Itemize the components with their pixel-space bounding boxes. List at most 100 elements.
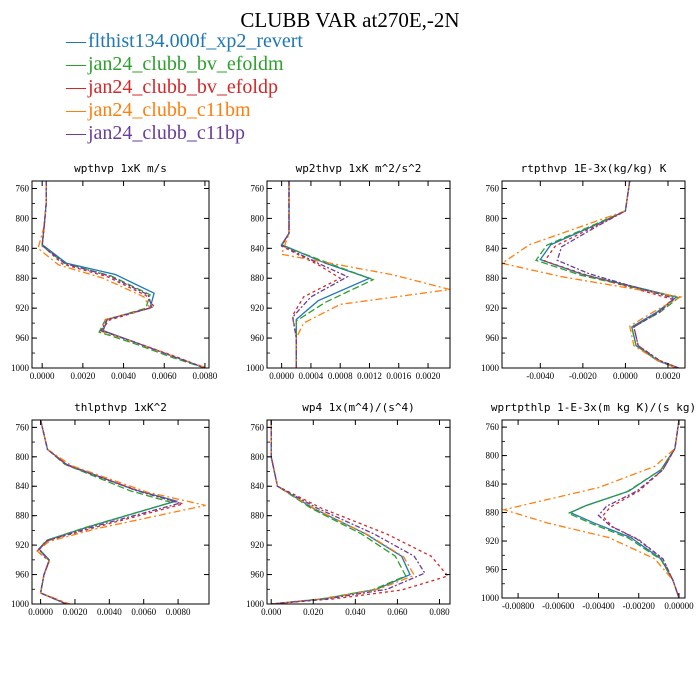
- y-tick-label: 840: [486, 479, 500, 489]
- y-tick-label: 1000: [246, 599, 265, 609]
- y-tick-label: 880: [16, 511, 30, 521]
- x-tick-label: 0.0016: [386, 371, 411, 381]
- legend-entry: — jan24_clubb_c11bp: [66, 122, 303, 145]
- y-tick-label: 880: [16, 273, 30, 283]
- plot-frame: [266, 419, 451, 605]
- y-tick-label: 880: [486, 273, 500, 283]
- chart-panel: wprtpthlp 1-E-3x(m kg K)/(s kg) 760 800 840…: [481, 401, 696, 611]
- series-line: [568, 420, 680, 598]
- series-line: [502, 420, 680, 598]
- chart-panel: thlpthvp 1xK^276080084088092096010000.00…: [11, 401, 210, 617]
- chart-panel: wp4 1x(m^4)/(s^4)76080084088092096010000…: [246, 401, 451, 617]
- series-line: [280, 181, 342, 368]
- main-title: CLUBB VAR at270E,-2N: [240, 8, 460, 32]
- series-line: [38, 420, 183, 604]
- y-tick-label: 880: [251, 511, 265, 521]
- panel-title: wprtpthlp 1-E-3x(m kg K)/(s kg): [491, 401, 696, 414]
- y-tick-label: 760: [486, 422, 500, 432]
- y-tick-label: 760: [16, 183, 30, 193]
- x-tick-label: 0.0080: [166, 607, 191, 617]
- legend-label: jan24_clubb_bv_efoldp: [88, 76, 278, 98]
- series-line: [597, 420, 680, 598]
- x-tick-label: 0.0004: [299, 371, 324, 381]
- series-line: [36, 420, 206, 604]
- series-line: [270, 420, 426, 604]
- series-line: [37, 181, 208, 368]
- y-tick-label: 840: [16, 481, 30, 491]
- series-line: [38, 420, 179, 604]
- y-tick-label: 1000: [481, 593, 500, 603]
- x-tick-label: 0.0060: [131, 607, 156, 617]
- y-tick-label: 1000: [11, 599, 30, 609]
- y-tick-label: 1000: [246, 363, 265, 373]
- series-line: [280, 181, 450, 368]
- chart-panel: wp2thvp 1xK m^2/s^2 760 800 840 880 920 960 100…: [246, 162, 451, 381]
- series-line: [270, 420, 407, 604]
- y-tick-label: 960: [16, 570, 30, 580]
- plot-frame: [31, 419, 210, 605]
- x-tick-label: 0.060: [387, 607, 408, 617]
- x-tick-label: 0.0040: [111, 371, 136, 381]
- x-tick-label: 0.040: [345, 607, 366, 617]
- y-tick-label: 920: [251, 540, 265, 550]
- series-line: [502, 181, 683, 368]
- panel-title: thlpthvp 1xK^2: [74, 401, 167, 414]
- y-tick-label: 800: [16, 452, 30, 462]
- x-tick-label: 0.0080: [193, 371, 218, 381]
- plot-frame: [266, 180, 451, 369]
- plot-frame: [31, 180, 210, 369]
- series-line: [270, 420, 411, 604]
- y-tick-label: 920: [16, 540, 30, 550]
- y-tick-label: 960: [251, 570, 265, 580]
- legend-swatch: —: [66, 122, 86, 144]
- y-tick-label: 760: [16, 422, 30, 432]
- panel-title: rtpthvp 1E-3x(kg/kg) K: [521, 162, 667, 175]
- plot-frame: [501, 419, 686, 599]
- x-tick-label: 0.0000: [269, 371, 294, 381]
- legend-swatch: —: [66, 76, 86, 98]
- y-tick-label: 840: [16, 243, 30, 253]
- y-tick-label: 840: [486, 243, 500, 253]
- y-tick-label: 960: [486, 565, 500, 575]
- legend: — flthist134.000f_xp2_revert — jan24_clubb…: [66, 30, 303, 145]
- x-tick-label: 0.00000: [664, 601, 694, 611]
- series-line: [534, 181, 681, 368]
- y-tick-label: 1000: [11, 363, 30, 373]
- y-tick-label: 840: [251, 481, 265, 491]
- x-tick-label: -0.00800: [502, 601, 535, 611]
- series-line: [36, 420, 186, 604]
- legend-swatch: —: [66, 99, 86, 121]
- series-line: [556, 181, 679, 368]
- legend-entry: — jan24_clubb_bv_efoldm: [66, 53, 303, 76]
- legend-label: jan24_clubb_c11bp: [88, 122, 246, 144]
- y-tick-label: 920: [486, 536, 500, 546]
- x-tick-label: 0.080: [429, 607, 450, 617]
- y-tick-label: 920: [486, 303, 500, 313]
- x-tick-label: 0.020: [303, 607, 324, 617]
- x-tick-label: 0.000: [261, 607, 282, 617]
- series-line: [280, 181, 372, 368]
- x-tick-label: 0.0000: [613, 371, 638, 381]
- legend-label: jan24_clubb_bv_efoldm: [88, 53, 284, 75]
- y-tick-label: 880: [486, 508, 500, 518]
- x-tick-label: 0.0040: [97, 607, 122, 617]
- y-tick-label: 800: [251, 213, 265, 223]
- x-tick-label: 0.0060: [152, 371, 177, 381]
- x-tick-label: -0.00400: [582, 601, 615, 611]
- x-tick-label: 0.0020: [63, 607, 88, 617]
- series-line: [41, 181, 206, 368]
- series-line: [270, 420, 416, 604]
- panel-title: wp2thvp 1xK m^2/s^2: [296, 162, 422, 175]
- y-tick-label: 800: [486, 213, 500, 223]
- plot-frame: [501, 180, 686, 369]
- y-tick-label: 960: [16, 333, 30, 343]
- panel-title: wpthvp 1xK m/s: [74, 162, 167, 175]
- y-tick-label: 760: [251, 422, 265, 432]
- x-tick-label: 0.0000: [28, 607, 53, 617]
- series-line: [566, 420, 680, 598]
- series-line: [280, 181, 349, 368]
- x-tick-label: 0.0008: [328, 371, 353, 381]
- x-tick-label: 0.0000: [30, 371, 55, 381]
- x-tick-label: -0.00600: [542, 601, 575, 611]
- chart-panel: wpthvp 1xK m/s76080084088092096010000.00…: [11, 162, 218, 381]
